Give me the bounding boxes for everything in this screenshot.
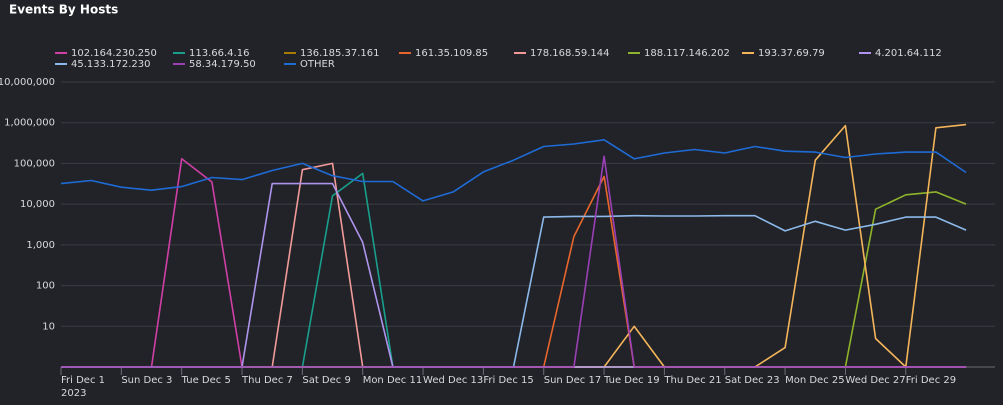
series-line [61,172,967,368]
x-tick-label: Wed Dec 13 [423,375,483,386]
series-line [61,214,967,368]
x-tick-label: Mon Dec 25 [785,375,845,386]
y-tick-label: 10 [42,321,55,332]
legend-label: 136.185.37.161 [300,48,380,59]
legend-label: 4.201.64.112 [875,48,942,59]
legend-label: 161.35.109.85 [415,48,488,59]
y-tick-label: 10,000 [20,199,55,210]
legend-label: OTHER [300,59,335,70]
x-tick-label: Fri Dec 1 [61,375,105,386]
x-tick-label: Tue Dec 5 [181,375,231,386]
y-tick-label: 1,000,000 [4,118,55,129]
x-tick-label: Sun Dec 17 [544,375,601,386]
x-tick-label: Tue Dec 19 [603,375,660,386]
legend-label: 113.66.4.16 [189,48,249,59]
legend-label: 178.168.59.144 [530,48,610,59]
x-tick-label: Sat Dec 23 [725,375,780,386]
series-line [61,191,967,368]
y-tick-label: 100,000 [14,158,55,169]
legend-label: 188.117.146.202 [644,48,730,59]
x-tick-label: Sat Dec 9 [302,375,350,386]
series-line [61,175,967,368]
legend-label: 45.133.172.230 [71,59,151,70]
series-line [61,158,967,368]
legend-label: 58.34.179.50 [189,59,256,70]
legend-label: 193.37.69.79 [758,48,825,59]
x-tick-label: Fri Dec 29 [906,375,956,386]
x-tick-label: Wed Dec 27 [845,375,905,386]
x-tick-label: Sun Dec 3 [121,375,172,386]
series-line [61,155,967,368]
series-line [61,182,967,368]
y-tick-label: 10,000,000 [0,77,55,88]
x-tick-label: Thu Dec 7 [241,375,293,386]
series-line [61,162,967,368]
y-tick-label: 100 [36,281,55,292]
x-tick-label: Fri Dec 15 [483,375,533,386]
y-tick-label: 1,000 [26,240,55,251]
legend-label: 102.164.230.250 [71,48,157,59]
x-tick-label: Thu Dec 21 [663,375,721,386]
x-tick-label: Mon Dec 11 [363,375,423,386]
chart-title: Events By Hosts [9,3,118,17]
series-line [60,139,967,202]
x-year-label: 2023 [61,388,86,399]
